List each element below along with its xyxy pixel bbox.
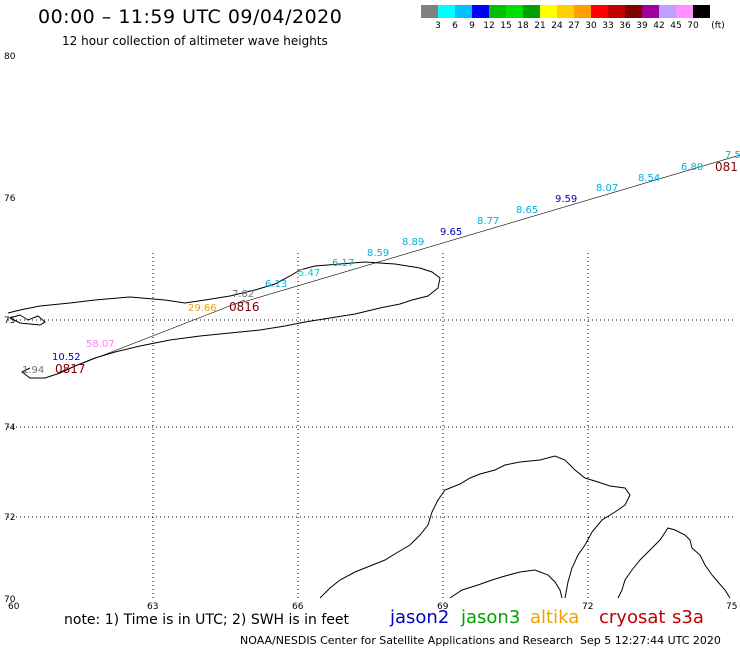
wave-height-reading: 9.59 [555, 194, 577, 205]
lat-label: 76 [4, 194, 16, 204]
legend-swatch [591, 5, 608, 18]
legend-swatch [523, 5, 540, 18]
kara-coast-east [617, 527, 731, 599]
lon-label: 75 [726, 602, 737, 612]
wave-height-reading: 1.94 [22, 365, 44, 376]
wave-height-reading: 9.65 [440, 227, 462, 238]
gydan-coast [449, 569, 563, 599]
yamal-coast [319, 455, 631, 599]
legend-label: 30 [585, 21, 597, 31]
page-subtitle: 12 hour collection of altimeter wave hei… [62, 34, 328, 48]
legend-swatch [676, 5, 693, 18]
credit-line: NOAA/NESDIS Center for Satellite Applica… [240, 634, 574, 647]
pass-time-label: 0817 [55, 362, 86, 376]
wave-height-reading: 5.47 [298, 268, 320, 279]
legend-swatch [489, 5, 506, 18]
coastline [7, 261, 731, 599]
wave-height-reading: 10.52 [52, 352, 81, 363]
coast-islands-west [8, 314, 46, 326]
legend-swatch [455, 5, 472, 18]
satellite-altika: altika [530, 607, 580, 628]
legend-label: 12 [483, 21, 495, 31]
legend-swatch [540, 5, 557, 18]
legend-label: 27 [568, 21, 580, 31]
wave-height-reading: 8.07 [596, 183, 618, 194]
pass-time-label: 0816 [229, 300, 260, 314]
legend-swatch [472, 5, 489, 18]
axis-labels: 80 76 75 74 72 70 60 63 66 69 72 75 [4, 52, 737, 612]
track-0817 [59, 299, 246, 373]
legend-label: 9 [469, 21, 475, 31]
wave-height-reading: 6.13 [265, 279, 287, 290]
satellite-jason2: jason2 [390, 607, 450, 628]
legend-label: 39 [636, 21, 648, 31]
satellite-cryosat: cryosat [599, 607, 666, 628]
wave-height-reading: 8.65 [516, 205, 538, 216]
wave-height-reading: 8.89 [402, 237, 424, 248]
lon-label: 66 [292, 602, 304, 612]
legend-label: 70 [687, 21, 699, 31]
lon-label: 63 [147, 602, 158, 612]
wave-height-reading: 29.66 [188, 303, 217, 314]
legend-swatch [625, 5, 642, 18]
lat-label: 72 [4, 513, 15, 523]
legend-label: 36 [619, 21, 631, 31]
legend-label: 18 [517, 21, 529, 31]
lon-label: 72 [582, 602, 593, 612]
satellite-tracks [59, 154, 740, 373]
legend-swatch [438, 5, 455, 18]
legend-label: 6 [452, 21, 458, 31]
legend-swatch [557, 5, 574, 18]
legend-label: 3 [435, 21, 441, 31]
legend-swatch [574, 5, 591, 18]
lat-label: 74 [4, 423, 16, 433]
legend-label: 15 [500, 21, 512, 31]
wave-height-reading: 6.17 [332, 258, 354, 269]
wave-height-reading: 7.82 [232, 289, 254, 300]
wave-height-reading: 8.59 [367, 248, 389, 259]
track-0816 [239, 154, 740, 304]
color-scale-labels: 3 6 9 12 15 18 21 24 27 30 33 36 39 42 45 70 (ft) [421, 21, 740, 33]
legend-label: 21 [534, 21, 546, 31]
wave-height-readings: 7.5 6.80 8.54 8.07 9.59 8.65 8.77 9.65 8.89 8.59 6… [22, 150, 740, 376]
legend-swatch [608, 5, 625, 18]
legend-label: 42 [653, 21, 665, 31]
generated-timestamp: Sep 5 12:27:44 UTC 2020 [580, 634, 721, 647]
map-grid [8, 253, 735, 600]
lon-label: 60 [8, 602, 20, 612]
color-scale-legend [421, 5, 710, 18]
legend-swatch [693, 5, 710, 18]
satellite-jason3: jason3 [461, 607, 521, 628]
legend-label: 45 [670, 21, 682, 31]
legend-swatch [659, 5, 676, 18]
wave-height-reading: 7.5 [725, 150, 740, 161]
lat-label: 70 [4, 595, 16, 605]
page-title: 00:00 – 11:59 UTC 09/04/2020 [38, 6, 343, 28]
footnote: note: 1) Time is in UTC; 2) SWH is in fe… [64, 612, 350, 628]
wave-height-reading: 8.54 [638, 173, 660, 184]
pass-time-label: 081 [715, 160, 738, 174]
lat-label: 80 [4, 52, 16, 62]
wave-height-reading: 6.80 [681, 162, 703, 173]
novaya-zemlya-north-coast [7, 261, 441, 379]
wave-height-reading: 8.77 [477, 216, 499, 227]
lat-label: 75 [4, 316, 15, 326]
legend-label: 24 [551, 21, 563, 31]
legend-label: 33 [602, 21, 614, 31]
legend-swatch [506, 5, 523, 18]
wave-height-reading: 58.07 [86, 339, 115, 350]
legend-swatch [421, 5, 438, 18]
legend-label: (ft) [711, 21, 725, 31]
lon-label: 69 [437, 602, 449, 612]
satellite-s3a: s3a [672, 607, 704, 628]
legend-swatch [642, 5, 659, 18]
